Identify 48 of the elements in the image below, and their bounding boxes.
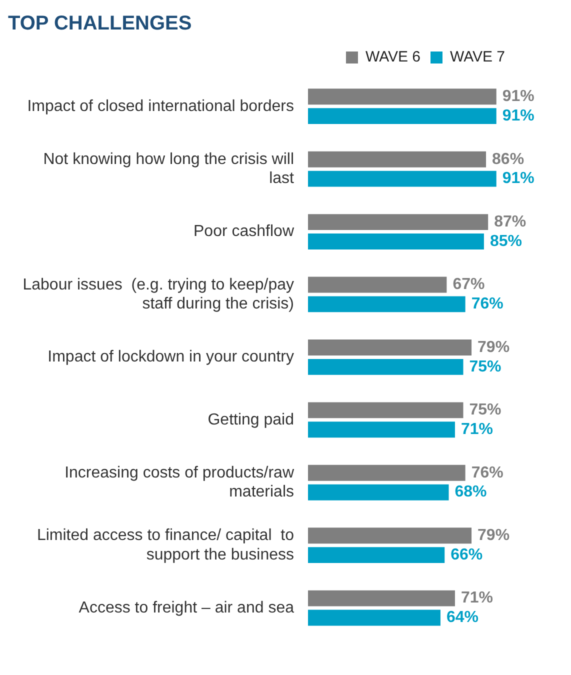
y-tick-label: Not knowing how long the crisis will last — [43, 150, 295, 188]
data-label: 66% — [450, 546, 483, 564]
bar — [308, 108, 496, 124]
bar — [308, 610, 440, 626]
bar — [308, 547, 445, 564]
y-tick-label: Impact of closed international borders — [27, 98, 294, 115]
legend-label: WAVE 6 — [365, 48, 420, 66]
y-tick-label: Impact of lockdown in your country — [48, 348, 294, 366]
bar — [308, 528, 472, 544]
data-label: 76% — [471, 464, 504, 482]
data-label: 68% — [454, 484, 487, 501]
data-label: 91% — [502, 88, 534, 106]
data-label: 79% — [478, 527, 510, 544]
bar — [308, 590, 455, 606]
legend-label: WAVE 7 — [450, 48, 506, 66]
y-tick-label: Poor cashflow — [194, 223, 294, 240]
bar — [308, 170, 496, 187]
y-tick-label: Labour issues (e.g. trying to keep/pay staff during the crisis) — [22, 276, 294, 312]
data-label: 75% — [469, 358, 502, 376]
y-tick-label: Access to freight – air and sea — [78, 599, 294, 616]
y-tick-label: Getting paid — [208, 411, 294, 428]
data-label: 85% — [490, 232, 522, 250]
bar — [308, 358, 464, 375]
data-label: 71% — [460, 590, 493, 607]
bar — [308, 214, 488, 230]
bar — [308, 151, 486, 168]
bar — [308, 484, 449, 500]
text: TOP CHALLENGES — [8, 12, 192, 35]
data-label: 76% — [471, 296, 504, 313]
bar — [308, 422, 455, 438]
bar — [308, 340, 472, 356]
y-tick-label: Increasing costs of products/raw materials — [64, 464, 294, 501]
bar — [308, 88, 496, 105]
data-label: 67% — [452, 276, 485, 294]
data-label: 71% — [460, 421, 493, 438]
data-label: 91% — [502, 170, 534, 188]
bar — [308, 276, 447, 293]
bar — [308, 296, 466, 312]
data-label: 87% — [494, 213, 526, 230]
data-label: 79% — [478, 338, 510, 356]
data-label: 91% — [502, 107, 534, 124]
bar — [308, 464, 466, 481]
y-tick-label: Limited access to finance/ capital to support the business — [36, 527, 294, 564]
data-label: 75% — [469, 402, 502, 419]
bar — [308, 234, 484, 250]
data-label: 64% — [446, 609, 479, 626]
bar — [308, 402, 464, 418]
data-label: 86% — [492, 150, 524, 168]
